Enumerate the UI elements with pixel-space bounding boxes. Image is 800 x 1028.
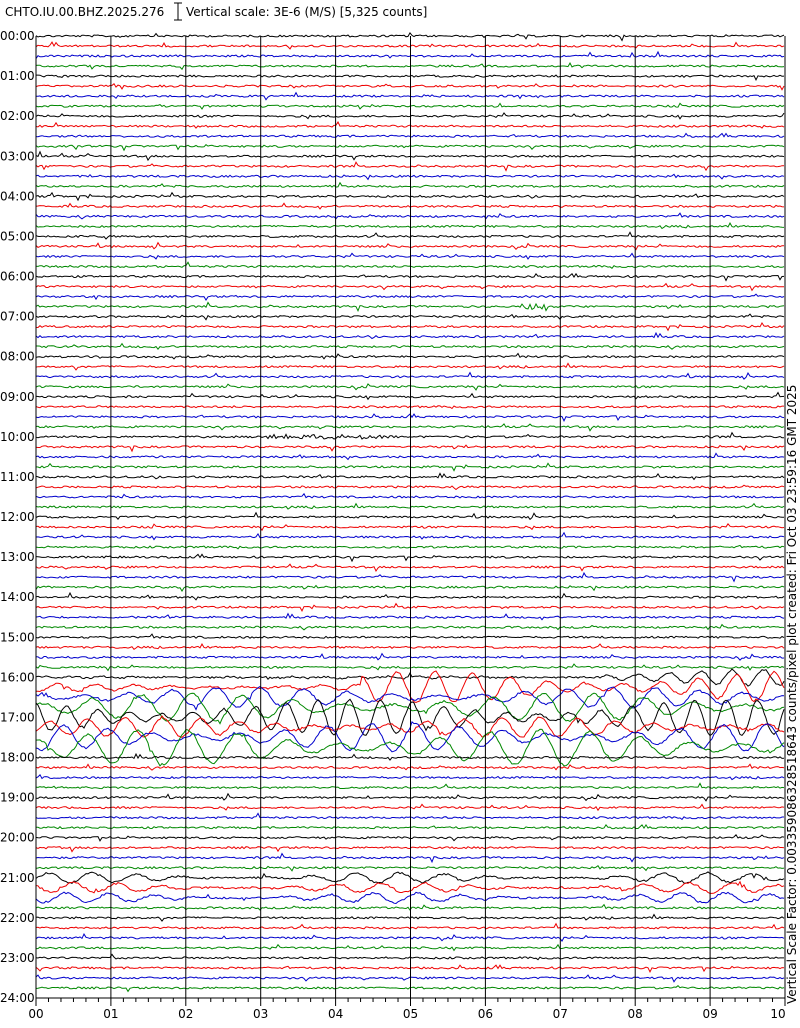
y-label: 07:00 [0, 310, 35, 324]
y-label: 14:00 [0, 590, 35, 604]
y-label: 24:00 [0, 991, 35, 1005]
y-label: 23:00 [0, 951, 35, 965]
x-label: 06 [478, 1007, 493, 1021]
y-label: 21:00 [0, 871, 35, 885]
y-label: 18:00 [0, 751, 35, 765]
y-label: 17:00 [0, 710, 35, 724]
scale-label: Vertical scale: 3E-6 (M/S) [5,325 counts… [186, 5, 427, 19]
y-label: 06:00 [0, 270, 35, 284]
y-label: 09:00 [0, 390, 35, 404]
x-label: 03 [253, 1007, 268, 1021]
y-label: 00:00 [0, 29, 35, 43]
x-label: 10 [770, 1007, 785, 1021]
x-label: 00 [28, 1007, 43, 1021]
x-label: 04 [328, 1007, 343, 1021]
y-label: 08:00 [0, 350, 35, 364]
y-label: 04:00 [0, 189, 35, 203]
station-label: CHTO.IU.00.BHZ.2025.276 [5, 5, 164, 19]
y-label: 12:00 [0, 510, 35, 524]
y-label: 13:00 [0, 550, 35, 564]
y-label: 03:00 [0, 149, 35, 163]
trace [35, 32, 785, 42]
y-label: 15:00 [0, 630, 35, 644]
x-label: 09 [702, 1007, 717, 1021]
y-label: 10:00 [0, 430, 35, 444]
x-label: 07 [553, 1007, 568, 1021]
y-label: 16:00 [0, 670, 35, 684]
y-label: 20:00 [0, 831, 35, 845]
y-label: 11:00 [0, 470, 35, 484]
y-label: 02:00 [0, 109, 35, 123]
x-label: 05 [403, 1007, 418, 1021]
side-note: Vertical Scale Factor: 0.003359086328518… [785, 385, 799, 1004]
y-label: 05:00 [0, 229, 35, 243]
x-label: 08 [628, 1007, 643, 1021]
y-label: 01:00 [0, 69, 35, 83]
y-label: 19:00 [0, 791, 35, 805]
x-label: 01 [103, 1007, 118, 1021]
y-label: 22:00 [0, 911, 35, 925]
x-label: 02 [178, 1007, 193, 1021]
scale-bar [174, 2, 182, 21]
